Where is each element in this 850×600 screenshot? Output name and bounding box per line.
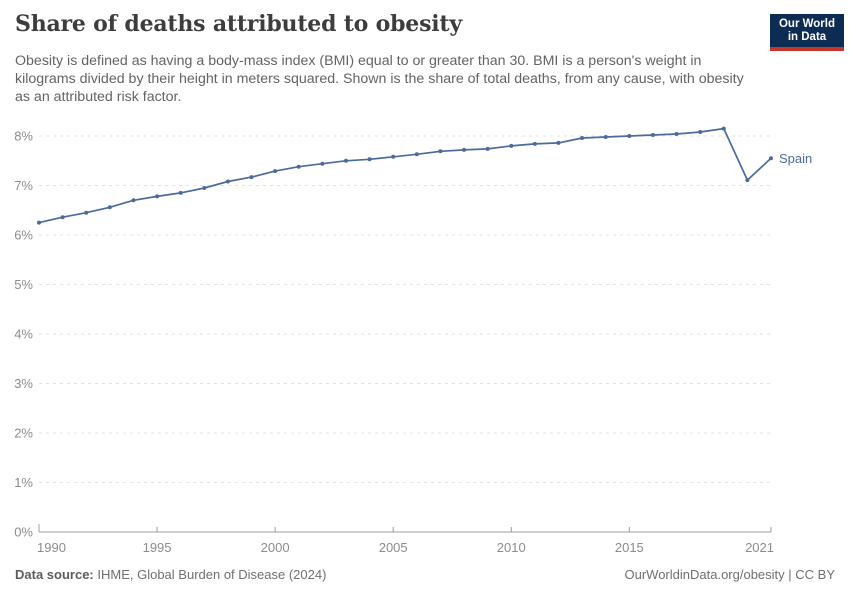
y-tick-label: 0%	[14, 525, 33, 540]
y-tick-label: 3%	[14, 376, 33, 391]
y-tick-label: 5%	[14, 277, 33, 292]
data-point-marker	[60, 215, 65, 220]
data-point-marker	[391, 154, 396, 159]
y-tick-label: 2%	[14, 426, 33, 441]
chart-footer: Data source: IHME, Global Burden of Dise…	[15, 567, 835, 582]
data-point-marker	[580, 136, 585, 140]
owid-logo-line2: in Data	[787, 31, 827, 43]
owid-logo-line1: Our World	[778, 18, 835, 30]
data-point-marker	[37, 220, 41, 225]
data-point-marker	[556, 140, 561, 145]
data-point-marker	[438, 149, 443, 154]
data-point-marker	[721, 126, 726, 131]
data-point-marker	[603, 135, 608, 139]
y-tick-label: 1%	[14, 475, 33, 490]
data-point-marker	[532, 141, 537, 146]
data-point-marker	[509, 143, 514, 148]
data-point-marker	[249, 175, 254, 180]
owid-url-license-link[interactable]: OurWorldinData.org/obesity | CC BY	[624, 567, 836, 582]
data-point-marker	[107, 205, 112, 210]
data-point-marker	[627, 134, 632, 138]
x-tick-label: 2010	[497, 540, 526, 555]
data-point-marker	[485, 146, 490, 151]
data-point-marker	[674, 132, 679, 136]
data-point-marker	[225, 179, 230, 184]
data-point-marker	[273, 169, 278, 174]
data-point-marker	[769, 156, 773, 161]
owid-logo[interactable]: Our World in Data	[770, 14, 844, 51]
x-tick-label: 2000	[261, 540, 290, 555]
data-point-marker	[650, 133, 655, 137]
data-point-marker	[296, 164, 301, 169]
data-point-marker	[698, 130, 703, 134]
data-point-marker	[155, 194, 160, 199]
y-tick-label: 6%	[14, 228, 33, 243]
data-point-marker	[344, 158, 348, 163]
data-source: Data source: IHME, Global Burden of Dise…	[15, 567, 326, 582]
data-point-marker	[414, 152, 419, 157]
data-point-marker	[131, 198, 136, 203]
data-point-marker	[462, 147, 466, 152]
chart-subtitle: Obesity is defined as having a body-mass…	[15, 53, 744, 105]
data-point-marker	[202, 186, 207, 190]
data-point-marker	[178, 190, 183, 195]
page-title: Share of deaths attributed to obesity	[15, 11, 462, 37]
data-point-marker	[367, 157, 372, 162]
data-source-value: IHME, Global Burden of Disease (2024)	[97, 567, 327, 582]
series-end-label-spain[interactable]: Spain	[779, 151, 812, 166]
x-tick-label: 2021	[745, 540, 774, 555]
data-source-label: Data source:	[15, 567, 94, 582]
data-point-marker	[745, 178, 750, 183]
data-point-marker	[84, 210, 89, 215]
x-tick-label: 2015	[615, 540, 644, 555]
y-tick-label: 7%	[14, 178, 33, 193]
spain-line-series[interactable]	[38, 127, 772, 224]
x-tick-label: 1995	[143, 540, 172, 555]
x-tick-label: 1990	[37, 540, 66, 555]
y-tick-label: 4%	[14, 327, 33, 342]
x-tick-label: 2005	[379, 540, 408, 555]
y-tick-label: 8%	[14, 129, 33, 144]
data-point-marker	[320, 161, 325, 166]
